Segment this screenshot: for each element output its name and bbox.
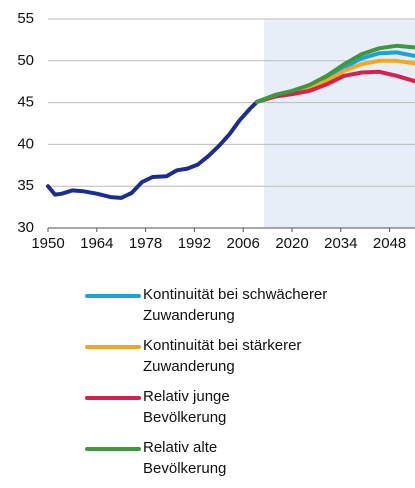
series-line — [255, 69, 415, 104]
x-tick-label: 1950 — [31, 235, 64, 252]
legend-item: Relativ alte Bevölkerung — [85, 437, 333, 488]
y-tick-label: 50 — [17, 52, 34, 69]
x-tick-label: 1978 — [129, 235, 162, 252]
y-tick-label: 30 — [17, 219, 34, 236]
x-tick-label: 1964 — [80, 235, 113, 252]
x-tick-label: 2020 — [275, 235, 308, 252]
chart: 30 35 40 45 50 55 1950 1964 1978 1992 2006 2020 2034… — [17, 10, 415, 252]
series-line — [255, 43, 415, 104]
legend-label: Relativ alte Bevölkerung — [143, 439, 227, 477]
legend-swatch — [85, 396, 141, 400]
legend-swatch — [85, 447, 141, 451]
legend-label: Relativ junge Bevölkerung — [143, 388, 230, 426]
legend-swatch — [85, 294, 141, 298]
legend-item: Kontinuität bei schwächerer Zuwanderung — [85, 284, 333, 335]
x-tick-label: 1992 — [178, 235, 211, 252]
y-tick-label: 45 — [17, 94, 34, 111]
legend: Kontinuität bei schwächerer Zuwanderung K… — [85, 284, 333, 488]
legend-item: Relativ junge Bevölkerung — [85, 386, 333, 437]
legend-label: Kontinuität bei schwächerer Zuwanderung — [143, 286, 328, 324]
y-tick-label: 40 — [17, 135, 34, 152]
forecast-shade — [264, 19, 415, 228]
x-tick-label: 2048 — [373, 235, 406, 252]
legend-item: Kontinuität bei stärkerer Zuwanderung — [85, 335, 333, 386]
y-tick-label: 35 — [17, 177, 34, 194]
series-line — [46, 99, 260, 200]
legend-swatch — [85, 345, 141, 349]
legend-label: Kontinuität bei stärkerer Zuwanderung — [143, 337, 302, 375]
y-tick-label: 55 — [17, 10, 34, 27]
x-tick-label: 2006 — [227, 235, 260, 252]
x-tick-label: 2034 — [324, 235, 357, 252]
